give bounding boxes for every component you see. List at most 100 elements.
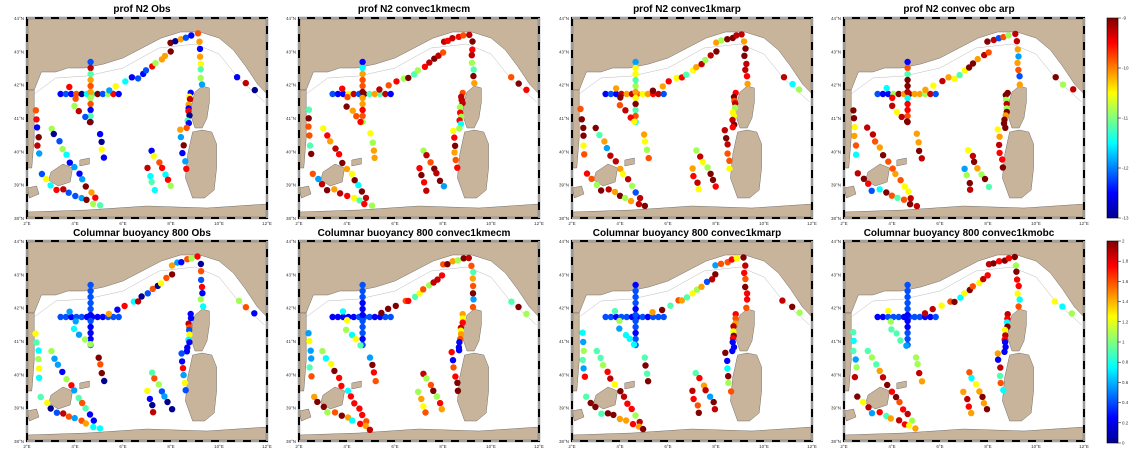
station-point xyxy=(970,158,978,165)
land-shape xyxy=(298,240,540,318)
y-tick-label: 44°N xyxy=(14,239,24,244)
station-point xyxy=(632,287,639,295)
station-point xyxy=(779,297,786,304)
station-point xyxy=(616,192,624,199)
station-point xyxy=(997,364,1004,371)
land-shape xyxy=(571,240,813,318)
station-point xyxy=(68,90,75,98)
station-point xyxy=(155,381,162,388)
isobath-line xyxy=(579,266,810,326)
colorbar-top: -9 -10 -11 -12 -13 xyxy=(1106,16,1129,221)
station-point xyxy=(59,145,66,153)
y-tick-label: 39°N xyxy=(831,406,841,411)
station-point xyxy=(305,330,312,337)
station-point xyxy=(913,202,921,210)
station-point xyxy=(617,94,624,101)
station-point xyxy=(640,131,648,138)
station-point xyxy=(695,186,702,193)
station-point xyxy=(164,176,172,183)
station-point xyxy=(339,308,347,315)
station-point xyxy=(789,80,796,88)
station-point xyxy=(182,34,190,41)
map-panel: 2°E 4°E 6°E 8°E 10°E 12°E 44°N 43°N 42°N 41°N 40°N… xyxy=(14,239,272,449)
station-point xyxy=(188,32,195,39)
station-point xyxy=(305,123,312,130)
station-point xyxy=(611,381,618,388)
station-point xyxy=(915,139,922,146)
station-point xyxy=(448,348,455,356)
station-point xyxy=(196,38,203,45)
station-point xyxy=(508,298,515,305)
station-point xyxy=(898,113,905,121)
station-point xyxy=(850,115,858,122)
station-point xyxy=(335,151,343,158)
station-point xyxy=(883,84,890,92)
station-point xyxy=(581,373,589,380)
station-point xyxy=(148,178,155,186)
station-point xyxy=(904,317,911,325)
station-point xyxy=(728,256,735,263)
x-tick-label: 12°E xyxy=(262,221,272,226)
y-tick-label: 41°N xyxy=(286,116,296,121)
station-point xyxy=(1016,296,1023,303)
station-point xyxy=(632,317,639,325)
x-tick-label: 10°E xyxy=(214,221,224,226)
station-point xyxy=(612,158,619,165)
station-point xyxy=(879,313,887,321)
station-point xyxy=(362,422,369,430)
station-point xyxy=(996,372,1004,379)
x-tick-label: 4°E xyxy=(888,444,895,449)
station-point xyxy=(980,400,988,407)
colorbar-tick-label: 1.2 xyxy=(1122,319,1129,324)
station-point xyxy=(697,153,704,160)
station-point xyxy=(732,315,739,322)
y-tick-label: 42°N xyxy=(559,83,569,88)
station-point xyxy=(65,189,72,196)
station-point xyxy=(90,417,98,424)
station-point xyxy=(927,313,934,321)
station-point xyxy=(702,56,709,64)
station-point xyxy=(990,260,997,267)
station-point xyxy=(32,107,40,114)
station-point xyxy=(359,317,366,325)
station-point xyxy=(347,393,355,400)
station-point xyxy=(115,90,122,98)
station-point xyxy=(305,106,313,113)
y-tick-label: 39°N xyxy=(14,406,24,411)
station-point xyxy=(414,388,422,395)
y-tick-label: 44°N xyxy=(831,239,841,244)
y-tick-label: 42°N xyxy=(14,83,24,88)
station-point xyxy=(335,374,343,382)
station-point xyxy=(951,75,958,83)
map-frame-dash xyxy=(26,240,268,442)
station-point xyxy=(678,297,686,304)
map-frame-dash xyxy=(571,17,813,219)
station-point xyxy=(157,280,165,287)
station-point xyxy=(956,71,963,79)
y-tick-label: 39°N xyxy=(286,406,296,411)
station-point xyxy=(887,415,894,422)
station-point xyxy=(382,313,389,321)
station-point xyxy=(579,329,586,336)
station-point xyxy=(795,86,803,93)
station-point xyxy=(722,349,729,356)
x-tick-label: 6°E xyxy=(936,444,943,449)
station-point xyxy=(966,369,973,376)
station-point xyxy=(68,313,75,321)
station-point xyxy=(692,369,699,377)
station-point xyxy=(627,197,635,205)
station-point xyxy=(438,406,445,413)
station-point xyxy=(38,170,46,178)
station-point xyxy=(433,393,440,400)
station-point xyxy=(913,130,920,137)
station-point xyxy=(454,387,462,394)
y-tick-label: 44°N xyxy=(831,16,841,21)
station-point xyxy=(98,146,106,153)
x-tick-label: 4°E xyxy=(71,444,78,449)
station-point xyxy=(981,175,989,183)
station-point xyxy=(879,90,887,98)
station-point xyxy=(334,90,342,98)
station-point xyxy=(904,410,911,418)
station-point xyxy=(376,86,383,93)
station-point xyxy=(995,141,1003,149)
